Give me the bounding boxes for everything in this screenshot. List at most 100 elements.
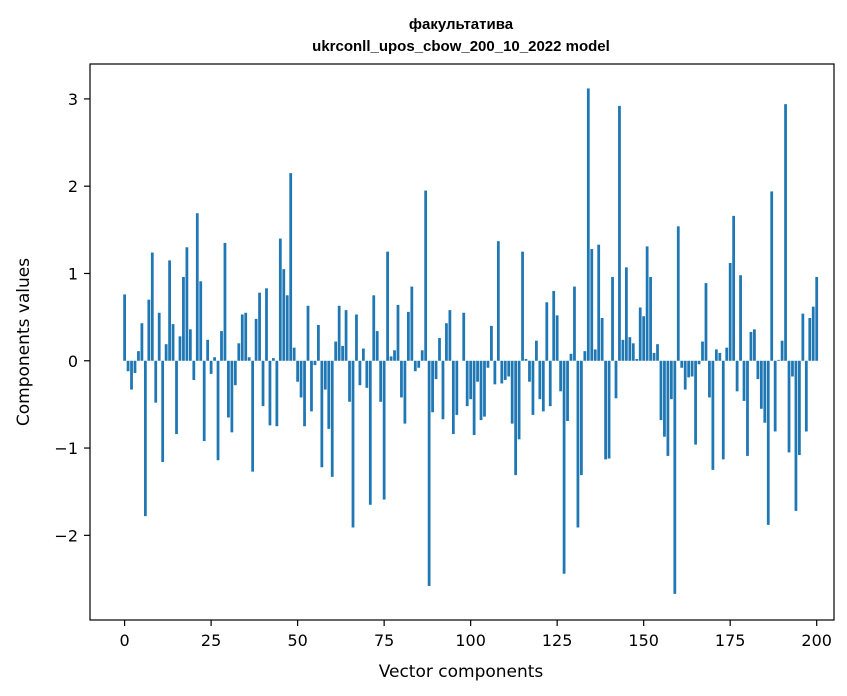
bar-13	[168, 260, 171, 361]
bar-89	[431, 360, 434, 413]
bar-179	[742, 360, 746, 401]
bar-99	[465, 360, 469, 407]
bar-101	[472, 360, 476, 435]
bar-126	[559, 360, 563, 392]
bar-51	[299, 360, 303, 398]
bar-109	[500, 360, 504, 384]
bar-31	[230, 360, 234, 433]
bar-8	[150, 252, 154, 361]
bar-178	[739, 275, 742, 361]
bar-47	[285, 295, 289, 361]
x-tick-label: 75	[374, 631, 394, 650]
bar-111	[507, 360, 511, 377]
bar-176	[732, 215, 736, 361]
bar-69	[361, 348, 365, 361]
y-tick-label: 3	[68, 90, 78, 109]
bar-36	[247, 357, 251, 361]
bar-181	[749, 331, 753, 361]
bar-46	[282, 269, 286, 361]
x-axis-label: Vector components	[379, 662, 544, 682]
bar-41	[265, 288, 268, 361]
bar-14	[171, 324, 175, 361]
bar-182	[753, 329, 756, 361]
bar-83	[410, 286, 414, 361]
x-tick-label: 0	[120, 631, 130, 650]
bar-2	[130, 360, 133, 390]
bar-71	[368, 360, 372, 505]
bar-174	[725, 347, 729, 361]
bar-88	[427, 360, 431, 586]
bar-196	[801, 313, 805, 361]
bar-16	[178, 336, 182, 361]
bar-56	[317, 324, 320, 361]
bar-158	[669, 360, 673, 400]
bar-164	[690, 360, 694, 377]
plot-frame	[89, 63, 835, 621]
bar-15	[175, 360, 178, 435]
bar-37	[251, 360, 255, 472]
bar-28	[220, 331, 223, 361]
bar-106	[490, 325, 493, 361]
bar-142	[614, 360, 618, 399]
bar-132	[580, 360, 583, 476]
bar-18	[185, 247, 189, 361]
bar-184	[759, 360, 763, 409]
bar-11	[161, 360, 165, 463]
bar-33	[237, 343, 241, 361]
bar-64	[344, 310, 348, 361]
bar-135	[590, 249, 594, 361]
bar-136	[593, 349, 597, 361]
bar-162	[683, 360, 687, 390]
x-axis-ticks: 0 25 50 75 100 125 150 175 200	[120, 620, 832, 650]
y-tick-label: 0	[68, 352, 78, 371]
bar-118	[531, 360, 535, 415]
bar-141	[611, 276, 614, 361]
bar-65	[348, 360, 351, 402]
bar-150	[642, 316, 646, 361]
bar-108	[496, 241, 500, 361]
bar-60	[330, 360, 334, 477]
bar-6	[143, 360, 147, 517]
bar-82	[406, 311, 410, 361]
bar-125	[555, 315, 559, 361]
bar-175	[728, 263, 732, 361]
chart-subtitle: ukrconll_upos_cbow_200_10_2022 model	[312, 38, 610, 55]
bar-116	[524, 359, 528, 361]
bar-144	[621, 339, 625, 361]
bar-195	[798, 360, 801, 456]
bar-197	[804, 360, 808, 432]
bar-165	[694, 360, 697, 445]
bar-153	[652, 352, 656, 361]
x-tick-label: 25	[201, 631, 221, 650]
x-tick-label: 50	[287, 631, 307, 650]
bar-155	[659, 360, 663, 421]
bar-107	[493, 360, 497, 385]
bar-67	[355, 314, 358, 361]
bar-58	[323, 360, 327, 390]
bar-188	[773, 360, 777, 432]
bar-147	[631, 343, 635, 361]
bar-96	[455, 360, 459, 415]
y-axis-ticks: −2 −1 0 1 2 3	[54, 90, 90, 545]
bar-63	[341, 345, 344, 361]
bar-10	[157, 312, 161, 361]
bar-20	[192, 360, 196, 380]
bar-85	[417, 360, 421, 368]
bar-156	[663, 360, 666, 437]
bar-123	[548, 360, 552, 407]
bar-52	[303, 360, 306, 427]
bar-84	[413, 360, 417, 372]
bar-103	[479, 360, 483, 421]
bar-70	[365, 360, 369, 388]
bar-series	[123, 88, 819, 594]
bar-172	[718, 352, 722, 361]
y-tick-label: −1	[54, 439, 78, 458]
bar-121	[541, 360, 545, 412]
bar-17	[182, 276, 185, 361]
bar-42	[268, 360, 272, 426]
y-tick-label: 1	[68, 264, 78, 283]
bar-168	[704, 283, 708, 361]
bar-78	[393, 350, 396, 361]
bar-72	[372, 295, 376, 361]
bar-76	[386, 251, 389, 361]
